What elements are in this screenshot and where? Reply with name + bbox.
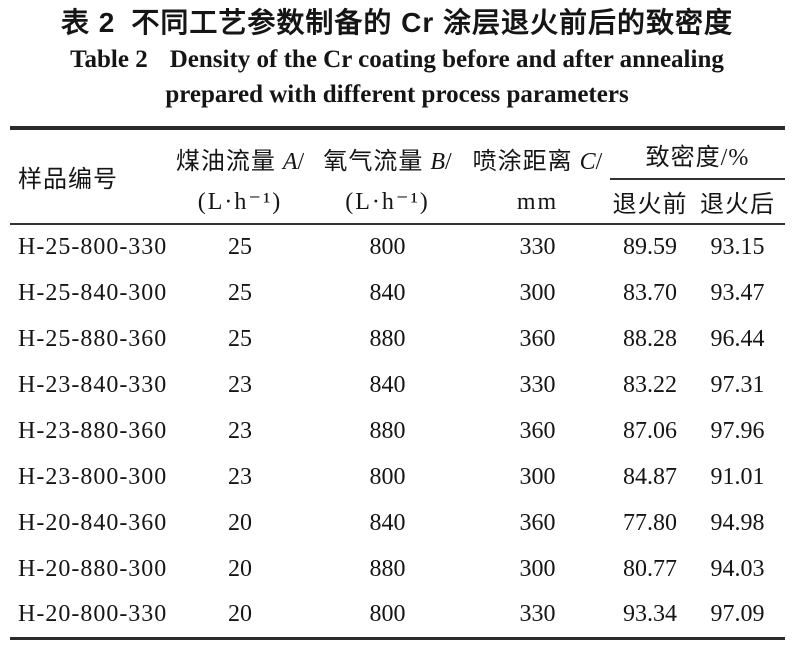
table-row: H-20-800-330 20 800 330 93.34 97.09 bbox=[10, 592, 786, 640]
header-spray-distance: 喷涂距离 C/ mm bbox=[465, 126, 610, 225]
cell-density-after: 94.03 bbox=[710, 555, 765, 582]
table-body: H-25-800-330 25 800 330 89.59 93.15 H-25… bbox=[10, 224, 786, 640]
cell-density-before: 80.77 bbox=[623, 555, 677, 582]
cell-density-before: 83.22 bbox=[623, 371, 677, 398]
cell-oxygen-flow: 840 bbox=[369, 371, 406, 398]
cell-kerosene-flow: 20 bbox=[170, 592, 310, 640]
cell-sample-id: H-20-800-330 bbox=[10, 592, 170, 640]
cell-density-before: 83.70 bbox=[623, 279, 677, 306]
cell-density-before: 77.80 bbox=[623, 509, 677, 536]
cell-kerosene-flow: 25 bbox=[228, 279, 252, 306]
header-distance-unit: mm bbox=[516, 188, 559, 215]
header-distance-label: 喷涂距离 bbox=[472, 148, 573, 175]
cell-oxygen-flow: 880 bbox=[369, 417, 406, 444]
cell-oxygen-flow: 800 bbox=[369, 463, 406, 490]
cell-spray-distance: 330 bbox=[519, 371, 556, 398]
header-kerosene-label: 煤油流量 bbox=[175, 148, 276, 175]
cell-density-after: 97.96 bbox=[710, 417, 765, 444]
cell-kerosene-flow: 20 bbox=[228, 555, 252, 582]
cell-density-before: 87.06 bbox=[623, 417, 677, 444]
table-title-en: Table 2 Density of the Cr coating before … bbox=[0, 42, 794, 78]
table-row: H-20-840-360 20 840 360 77.80 94.98 bbox=[10, 500, 785, 546]
table-title-en-line2: prepared with different process paramete… bbox=[165, 81, 629, 108]
table-title-zh: 表 2 不同工艺参数制备的 Cr 涂层退火前后的致密度 bbox=[0, 4, 794, 42]
cell-sample-id: H-25-880-360 bbox=[18, 325, 168, 352]
table-number-zh: 表 2 bbox=[60, 7, 116, 38]
cell-sample-id: H-23-840-330 bbox=[18, 371, 168, 398]
cell-sample-id: H-23-800-300 bbox=[18, 463, 168, 490]
cell-kerosene-flow: 23 bbox=[228, 463, 252, 490]
header-kerosene-flow: 煤油流量 A/ (L·h⁻¹) bbox=[170, 126, 310, 225]
cell-oxygen-flow: 840 bbox=[369, 279, 406, 306]
cell-spray-distance: 300 bbox=[519, 555, 556, 582]
cell-kerosene-flow: 25 bbox=[228, 325, 252, 352]
table-row: H-23-880-360 23 880 360 87.06 97.96 bbox=[10, 408, 785, 454]
table-row: H-25-800-330 25 800 330 89.59 93.15 bbox=[10, 224, 785, 270]
cell-density-before: 89.59 bbox=[623, 234, 677, 260]
cell-spray-distance: 300 bbox=[519, 279, 556, 306]
cell-oxygen-flow: 840 bbox=[369, 509, 406, 536]
header-distance-slash: / bbox=[595, 148, 603, 175]
cell-density-after: 93.15 bbox=[710, 234, 765, 260]
cell-spray-distance: 360 bbox=[519, 509, 556, 536]
table-title-zh-text: 不同工艺参数制备的 Cr 涂层退火前后的致密度 bbox=[131, 7, 734, 38]
cell-density-before: 93.34 bbox=[610, 592, 690, 640]
cell-density-after: 93.47 bbox=[710, 279, 765, 306]
header-kerosene-slash: / bbox=[297, 148, 305, 175]
density-table: 样品编号 煤油流量 A/ (L·h⁻¹) 氧气流量 B/ (L·h⁻¹) 喷涂距离 C… bbox=[10, 126, 786, 640]
cell-density-after: 96.44 bbox=[710, 325, 765, 352]
cell-spray-distance: 330 bbox=[519, 234, 556, 260]
header-after-annealing: 退火后 bbox=[690, 179, 786, 225]
cell-oxygen-flow: 880 bbox=[369, 325, 406, 352]
cell-oxygen-flow: 800 bbox=[310, 592, 465, 640]
header-oxygen-flow: 氧气流量 B/ (L·h⁻¹) bbox=[310, 126, 465, 225]
cell-spray-distance: 300 bbox=[519, 463, 556, 490]
cell-sample-id: H-25-840-300 bbox=[18, 279, 168, 306]
header-oxygen-slash: / bbox=[445, 148, 452, 175]
cell-sample-id: H-25-800-330 bbox=[18, 234, 168, 260]
cell-density-after: 91.01 bbox=[710, 463, 765, 490]
header-row-sub: 退火前 退火后 bbox=[10, 179, 786, 225]
header-kerosene-unit: (L·h⁻¹) bbox=[197, 188, 283, 215]
cell-kerosene-flow: 23 bbox=[228, 417, 252, 444]
header-distance-symbol: C bbox=[579, 148, 596, 175]
cell-density-after: 97.31 bbox=[710, 371, 765, 398]
cell-spray-distance: 360 bbox=[519, 417, 556, 444]
header-oxygen-unit: (L·h⁻¹) bbox=[345, 188, 430, 215]
cell-spray-distance: 330 bbox=[465, 592, 610, 640]
header-sample-id: 样品编号 bbox=[10, 126, 170, 225]
cell-kerosene-flow: 20 bbox=[228, 509, 252, 536]
table-row: H-25-840-300 25 840 300 83.70 93.47 bbox=[10, 270, 785, 316]
table-row: H-23-800-300 23 800 300 84.87 91.01 bbox=[10, 454, 785, 500]
table-row: H-20-880-300 20 880 300 80.77 94.03 bbox=[10, 546, 785, 592]
cell-density-before: 88.28 bbox=[623, 325, 677, 352]
cell-density-after: 97.09 bbox=[690, 592, 786, 640]
cell-sample-id: H-20-840-360 bbox=[18, 509, 168, 536]
cell-kerosene-flow: 25 bbox=[228, 234, 252, 260]
header-row-top: 样品编号 煤油流量 A/ (L·h⁻¹) 氧气流量 B/ (L·h⁻¹) 喷涂距离 C… bbox=[10, 126, 786, 225]
cell-density-after: 94.98 bbox=[710, 509, 765, 536]
cell-sample-id: H-23-880-360 bbox=[18, 417, 168, 444]
cell-spray-distance: 360 bbox=[519, 325, 556, 352]
header-kerosene-symbol: A bbox=[282, 148, 298, 175]
header-before-annealing: 退火前 bbox=[610, 179, 690, 225]
header-density-group: 致密度/% bbox=[610, 126, 786, 180]
table-title-en-line1: Density of the Cr coating before and aft… bbox=[169, 46, 724, 73]
cell-oxygen-flow: 800 bbox=[369, 234, 406, 260]
cell-sample-id: H-20-880-300 bbox=[18, 555, 168, 582]
header-oxygen-symbol: B bbox=[430, 148, 445, 175]
header-oxygen-label: 氧气流量 bbox=[323, 148, 424, 175]
table-number-en: Table 2 bbox=[70, 46, 148, 73]
table-row: H-23-840-330 23 840 330 83.22 97.31 bbox=[10, 362, 785, 408]
cell-density-before: 84.87 bbox=[623, 463, 677, 490]
cell-kerosene-flow: 23 bbox=[228, 371, 252, 398]
cell-oxygen-flow: 880 bbox=[369, 555, 406, 582]
table-row: H-25-880-360 25 880 360 88.28 96.44 bbox=[10, 316, 785, 362]
